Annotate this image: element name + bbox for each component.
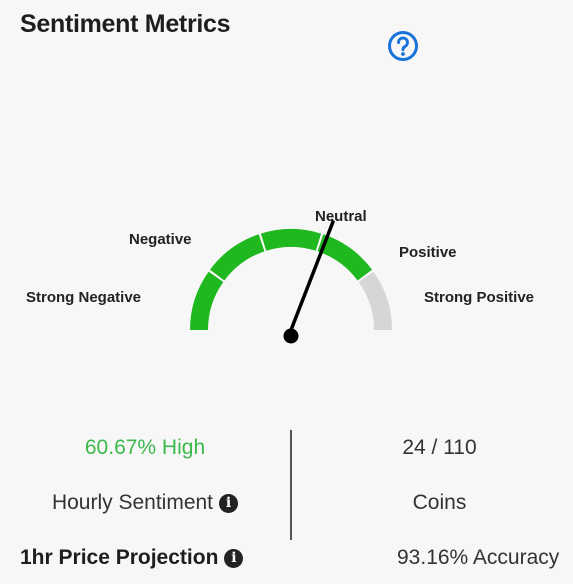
info-circle-icon[interactable]: i <box>224 549 244 568</box>
gauge-label-strong-positive: Strong Positive <box>424 289 535 306</box>
gauge-segment-positive <box>317 234 373 281</box>
question-circle-icon[interactable] <box>387 30 419 62</box>
page-title: Sentiment Metrics <box>20 10 231 38</box>
stats-divider <box>290 430 292 540</box>
sentiment-value: 60.67% High <box>84 436 206 459</box>
price-projection-label: 1hr Price Projection i <box>20 546 244 570</box>
gauge-segment-strong-negative <box>190 271 224 330</box>
gauge-segment-strong-positive <box>358 271 392 330</box>
gauge-label-neutral: Neutral <box>315 208 367 225</box>
accuracy-value: 93.16% Accuracy <box>397 546 560 569</box>
gauge-label-positive: Positive <box>399 244 457 261</box>
gauge-segment-negative <box>209 234 265 281</box>
price-projection-text: 1hr Price Projection <box>20 546 219 569</box>
coins-label: Coins <box>412 491 467 514</box>
gauge-segment-neutral <box>260 229 322 251</box>
gauge-needle <box>289 220 335 332</box>
gauge-label-strong-negative: Strong Negative <box>26 289 142 306</box>
gauge-hub <box>283 328 299 344</box>
hourly-sentiment-text: Hourly Sentiment <box>51 491 214 514</box>
gauge-label-negative: Negative <box>129 231 192 248</box>
hourly-sentiment-label: Hourly Sentiment i <box>0 491 290 515</box>
info-circle-icon[interactable]: i <box>219 494 239 513</box>
coins-value: 24 / 110 <box>402 436 477 459</box>
